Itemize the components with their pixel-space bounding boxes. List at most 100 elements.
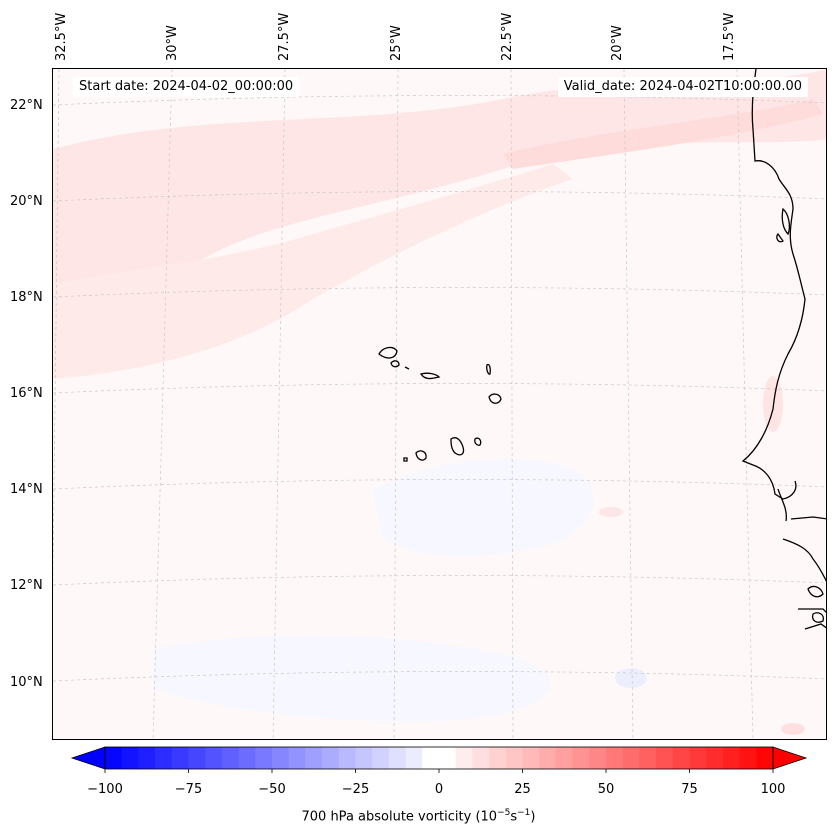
colorbar-border <box>104 746 774 770</box>
meridian-25w <box>393 69 399 739</box>
colorbar-segment <box>105 747 123 769</box>
colorbar-tick-label: 25 <box>514 782 531 797</box>
parallel-10n <box>53 671 826 682</box>
lat-label-18n: 18°N <box>10 290 43 305</box>
colorbar-segment <box>138 747 156 769</box>
colorbar-segment <box>622 747 640 769</box>
lon-label-20w: 20°W <box>610 25 625 61</box>
colorbar-segment <box>171 747 189 769</box>
africa-coastline <box>741 69 826 630</box>
island-sao-vicente <box>390 360 400 368</box>
colorbar-segment <box>155 747 173 769</box>
colorbar-segment <box>706 747 724 769</box>
lon-label-27-5w: 27.5°W <box>277 12 292 61</box>
colorbar-segment <box>639 747 657 769</box>
colorbar-segment <box>255 747 273 769</box>
positive-vorticity-spot-3 <box>781 723 805 735</box>
positive-vorticity-band-north <box>53 69 826 309</box>
colorbar-segment <box>505 747 523 769</box>
colorbar-segment <box>455 747 473 769</box>
colorbar-segment <box>238 747 256 769</box>
island-maio <box>474 437 482 446</box>
colorbar-segment <box>422 747 440 769</box>
colorbar-segment <box>372 747 390 769</box>
island-sal <box>486 363 491 375</box>
lat-label-22n: 22°N <box>10 98 43 113</box>
colorbar-segment <box>555 747 574 769</box>
colorbar-tick-label: 75 <box>681 782 698 797</box>
colorbar-tick-label: −75 <box>174 782 203 797</box>
positive-vorticity-streak <box>503 99 823 169</box>
senegal-estuary <box>777 488 788 522</box>
coastlines <box>378 69 826 630</box>
valid-date-label: Valid_date: 2024-04-02T10:00:00.00 <box>557 77 808 97</box>
colorbar-segment <box>606 747 624 769</box>
colorbar-segment <box>722 747 741 769</box>
negative-vorticity-patch-center <box>373 458 594 556</box>
lon-label-25w: 25°W <box>389 25 404 61</box>
lon-label-30w: 30°W <box>165 25 180 61</box>
parallel-12n <box>53 575 826 586</box>
colorbar-segment <box>305 747 323 769</box>
meridian-32-5w <box>53 69 60 603</box>
negative-vorticity-spot <box>615 668 647 688</box>
parallel-20n <box>53 191 826 202</box>
island-santa-luzia <box>404 366 410 370</box>
negative-vorticity-patch-south <box>153 635 551 722</box>
island-brava <box>403 457 408 462</box>
lon-label-32-5w: 32.5°W <box>54 12 69 61</box>
island-sao-nicolau <box>419 372 441 380</box>
colorbar-segment <box>272 747 290 769</box>
colorbar-segment <box>405 747 423 769</box>
meridian-20w <box>623 69 634 739</box>
colorbar-title: 700 hPa absolute vorticity (10−5s−1) <box>301 808 536 825</box>
vorticity-field <box>53 69 826 735</box>
lat-label-14n: 14°N <box>10 482 43 497</box>
lon-label-22-5w: 22.5°W <box>500 12 515 61</box>
island-boa-vista <box>488 393 502 404</box>
colorbar-segment <box>205 747 223 769</box>
colorbar-segment <box>756 747 774 769</box>
graticule <box>53 69 826 739</box>
colorbar-ticks <box>104 769 774 773</box>
colorbar-tick-label: 0 <box>434 782 444 797</box>
lat-label-10n: 10°N <box>10 675 43 690</box>
colorbar-segment <box>489 747 507 769</box>
colorbar-segment <box>589 747 607 769</box>
colorbar-segment <box>388 747 407 769</box>
colorbar-segment <box>338 747 356 769</box>
colorbar-segment <box>689 747 707 769</box>
colorbar-segment <box>739 747 757 769</box>
colorbar-segment <box>221 747 240 769</box>
colorbar-segment <box>322 747 340 769</box>
colorbar-tick-label: 100 <box>760 782 786 797</box>
lon-label-17-5w: 17.5°W <box>722 12 737 61</box>
colorbar-tick-label: −25 <box>341 782 370 797</box>
africa-inlet-2 <box>776 232 784 243</box>
colorbar-segment <box>121 747 139 769</box>
colorbar-segment <box>572 747 590 769</box>
start-date-label: Start date: 2024-04-02_00:00:00 <box>73 77 300 97</box>
colorbar-tick-label: −100 <box>87 782 123 797</box>
colorbar-segment <box>439 747 457 769</box>
colorbar-max-extension <box>772 746 808 770</box>
colorbar-segment <box>522 747 540 769</box>
colorbar-min-extension <box>70 746 106 770</box>
colorbar-segment <box>672 747 690 769</box>
lat-label-16n: 16°N <box>10 386 43 401</box>
meridian-17-5w <box>736 69 754 739</box>
positive-vorticity-band-mid <box>53 164 573 379</box>
colorbar-segment <box>188 747 206 769</box>
colorbar-segment <box>656 747 674 769</box>
parallel-14n <box>53 479 826 490</box>
positive-vorticity-spot-2 <box>599 507 623 517</box>
island-santo-antao <box>378 346 398 359</box>
meridian-22-5w <box>510 69 514 739</box>
lat-label-12n: 12°N <box>10 578 43 593</box>
parallel-18n <box>53 287 826 298</box>
map-panel: Start date: 2024-04-02_00:00:00 Valid_da… <box>52 68 827 740</box>
island-fogo <box>415 450 427 461</box>
parallel-22n <box>53 95 826 106</box>
lat-label-20n: 20°N <box>10 194 43 209</box>
colorbar-segment <box>472 747 490 769</box>
